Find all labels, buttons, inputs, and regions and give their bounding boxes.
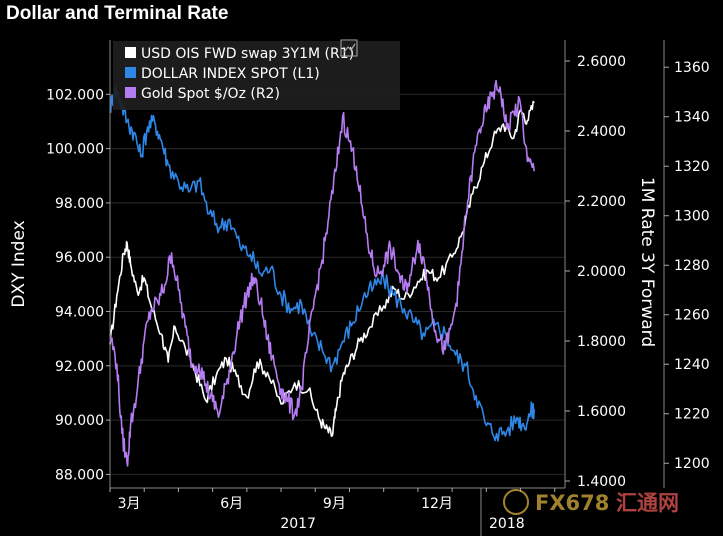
right1-tick-label: 2.4000 [577,124,626,140]
right2-tick-label: 1340 [674,110,710,126]
left-tick-label: 98.000 [55,196,104,212]
chart-title: Dollar and Terminal Rate [6,3,229,24]
left-tick-label: 88.000 [55,467,104,483]
right2-tick-label: 1220 [674,407,710,423]
left-tick-label: 102.000 [46,87,104,103]
legend-swatch-gold [125,87,136,98]
right1-tick-label: 1.4000 [577,474,626,490]
series-line-0 [109,100,535,438]
left-axis-title: DXY Index [9,220,29,307]
right1-tick-label: 2.2000 [577,194,626,210]
left-tick-label: 94.000 [55,305,104,321]
legend-label-gold: Gold Spot $/Oz (R2) [141,86,280,102]
right2-tick-label: 1300 [674,209,710,225]
legend-swatch-dxy [125,67,136,78]
right2-tick-label: 1260 [674,308,710,324]
legend: USD OIS FWD swap 3Y1M (R1) DOLLAR INDEX … [113,39,400,110]
x-month-label: 3月 [118,496,141,512]
watermark-logo: FX678 汇通网 [503,489,679,515]
x-month-label: 9月 [323,496,346,512]
axes-layer [109,40,566,536]
left-axis-ticks: 102.000 100.000 98.000 96.000 94.000 92.000 90… [46,87,110,483]
right-axis-1-ticks: 2.6000 2.4000 2.2000 2.0000 1.8000 1.6000 1.40… [565,54,626,490]
x-month-label: 6月 [220,496,243,512]
right-axis-2-ticks: 1360 1340 1320 1300 1280 1260 1240 1220 1200 [663,40,710,488]
right2-tick-label: 1280 [674,258,710,274]
right1-tick-label: 2.6000 [577,54,626,70]
legend-collapse-icon[interactable] [340,39,358,57]
right-axis-title: 1M Rate 3Y Forward [637,177,657,347]
right1-tick-label: 1.8000 [577,334,626,350]
right1-tick-label: 1.6000 [577,404,626,420]
right1-tick-label: 2.0000 [577,264,626,280]
watermark-globe-icon [503,489,529,515]
x-year-label: 2017 [280,516,316,532]
series-line-1 [109,84,535,442]
right2-tick-label: 1360 [674,60,710,76]
left-tick-label: 100.000 [46,142,104,158]
left-tick-label: 96.000 [55,250,104,266]
series-line-2 [109,79,535,467]
x-axis-ticks: 3月 6月 9月 12月 2017 2018 [109,488,556,532]
right2-tick-label: 1200 [674,456,710,472]
series-layer [109,79,535,467]
watermark-brand-latin: FX678 [535,491,609,515]
legend-background [113,41,400,110]
left-tick-label: 92.000 [55,359,104,375]
left-tick-label: 90.000 [55,413,104,429]
watermark-brand-cjk: 汇通网 [616,491,679,515]
x-month-label: 12月 [421,496,453,512]
right2-tick-label: 1240 [674,357,710,373]
legend-swatch-ois [125,47,136,58]
legend-label-ois: USD OIS FWD swap 3Y1M (R1) [141,46,354,62]
right2-tick-label: 1320 [674,159,710,175]
x-year-label: 2018 [489,516,525,532]
legend-label-dxy: DOLLAR INDEX SPOT (L1) [141,66,320,82]
